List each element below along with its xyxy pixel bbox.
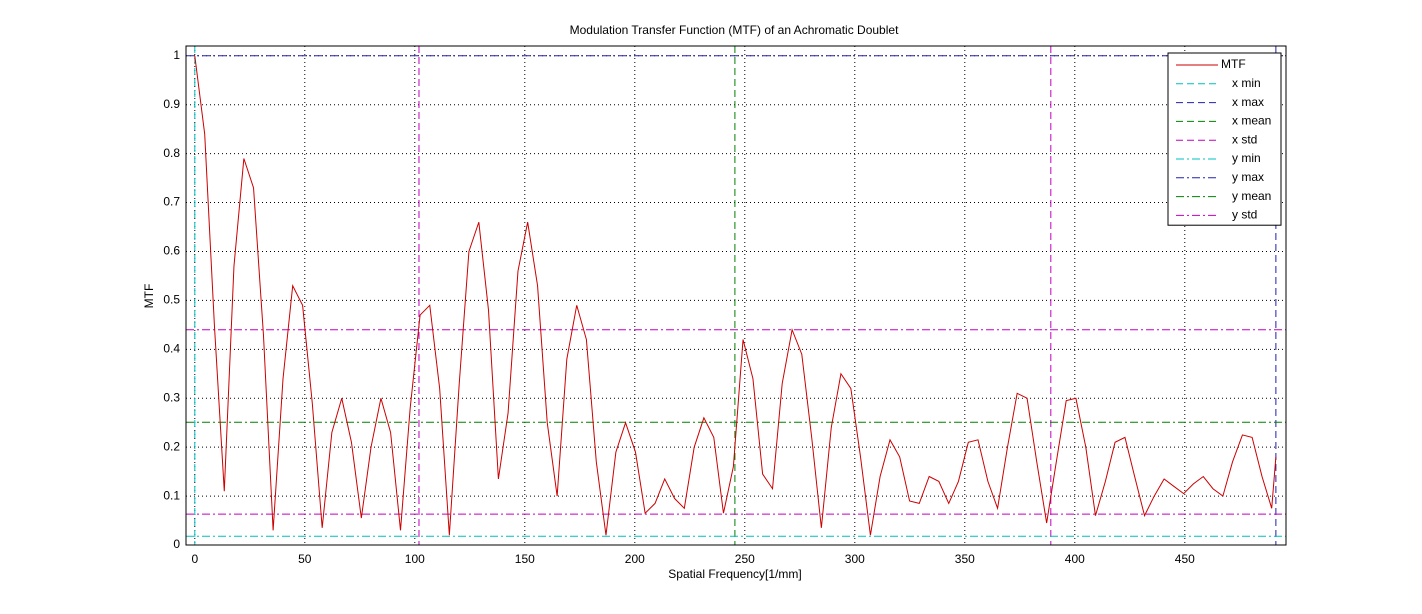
legend-box	[1167, 52, 1282, 226]
plot-area	[186, 46, 1286, 545]
legend-label: y max	[1232, 170, 1264, 184]
chart-title: Modulation Transfer Function (MTF) of an…	[570, 23, 899, 37]
x-tick-label: 50	[298, 552, 312, 566]
legend: MTF x min x max x mean x std y min y max y mean…	[1167, 52, 1282, 226]
data-line	[194, 55, 1277, 536]
x-tick-label: 250	[735, 552, 755, 566]
legend-label: x mean	[1232, 114, 1271, 128]
y-tick-label: 1	[173, 48, 180, 62]
axes-box	[185, 45, 1287, 546]
y-tick-label: 0.4	[163, 341, 180, 355]
x-tick-label: 450	[1175, 552, 1195, 566]
legend-label: y mean	[1232, 189, 1271, 203]
legend-label: x std	[1232, 132, 1257, 146]
x-tick-label: 0	[191, 552, 198, 566]
legend-label: x max	[1232, 95, 1264, 109]
y-axis-label: MTF	[142, 284, 156, 309]
y-tick-label: 0.2	[163, 439, 180, 453]
y-tick-label: 0.1	[163, 488, 180, 502]
x-tick-label: 400	[1065, 552, 1085, 566]
y-tick-label: 0.6	[163, 244, 180, 258]
x-tick-label: 150	[515, 552, 535, 566]
y-tick-label: 0.5	[163, 293, 180, 307]
y-tick-label: 0	[173, 537, 180, 551]
x-axis-label: Spatial Frequency[1/mm]	[668, 567, 801, 581]
y-tick-label: 0.9	[163, 97, 180, 111]
x-tick-label: 200	[625, 552, 645, 566]
y-tick-label: 0.3	[163, 390, 180, 404]
legend-label: x min	[1232, 76, 1261, 90]
legend-label: y min	[1232, 151, 1261, 165]
y-tick-label: 0.8	[163, 146, 180, 160]
x-tick-label: 300	[845, 552, 865, 566]
legend-label: MTF	[1221, 57, 1246, 71]
x-tick-label: 100	[405, 552, 425, 566]
y-tick-label: 0.7	[163, 195, 180, 209]
x-tick-label: 350	[955, 552, 975, 566]
legend-label: y std	[1232, 208, 1257, 222]
